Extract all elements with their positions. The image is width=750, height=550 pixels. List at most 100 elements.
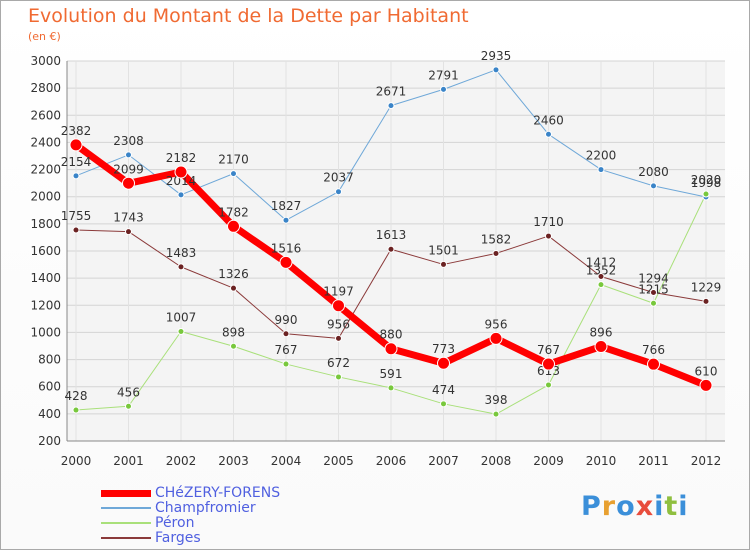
legend-swatch bbox=[101, 489, 151, 497]
data-label: 1582 bbox=[481, 232, 512, 246]
data-label: 898 bbox=[222, 325, 245, 339]
data-label: 2170 bbox=[218, 153, 249, 167]
legend-swatch bbox=[101, 507, 151, 509]
x-tick-label: 2006 bbox=[376, 454, 407, 468]
data-point bbox=[282, 360, 290, 368]
data-point bbox=[72, 406, 80, 414]
legend-swatch bbox=[101, 522, 151, 524]
data-label: 773 bbox=[432, 342, 455, 356]
data-label: 2382 bbox=[61, 124, 92, 138]
logo-letter: i bbox=[678, 491, 689, 522]
data-point bbox=[545, 232, 552, 240]
data-point bbox=[545, 130, 552, 138]
proxiti-logo: Proxiti bbox=[581, 491, 689, 522]
y-tick-label: 1400 bbox=[30, 271, 61, 285]
data-label: 1197 bbox=[323, 285, 354, 299]
data-label: 1755 bbox=[61, 209, 92, 223]
data-point bbox=[174, 165, 188, 179]
data-label: 2154 bbox=[61, 155, 92, 169]
data-label: 591 bbox=[380, 367, 403, 381]
data-point bbox=[230, 284, 237, 292]
data-point bbox=[332, 299, 345, 313]
y-tick-label: 800 bbox=[38, 353, 61, 367]
data-point bbox=[125, 228, 132, 236]
data-point bbox=[72, 226, 80, 234]
data-point bbox=[440, 400, 447, 408]
x-tick-label: 2004 bbox=[271, 454, 302, 468]
data-label: 613 bbox=[537, 364, 560, 378]
legend-label: Péron bbox=[155, 515, 195, 531]
y-tick-label: 400 bbox=[38, 407, 61, 421]
data-point bbox=[387, 384, 395, 392]
data-label: 398 bbox=[485, 393, 508, 407]
y-tick-label: 2200 bbox=[30, 163, 61, 177]
y-tick-label: 1000 bbox=[30, 325, 61, 339]
chart-unit: (en €) bbox=[28, 30, 61, 43]
data-label: 1782 bbox=[218, 205, 249, 219]
y-tick-label: 2800 bbox=[30, 81, 61, 95]
data-point bbox=[387, 102, 395, 110]
data-point bbox=[177, 327, 185, 335]
y-tick-label: 2000 bbox=[30, 190, 61, 204]
data-point bbox=[650, 299, 657, 307]
x-tick-label: 2011 bbox=[638, 454, 669, 468]
data-label: 428 bbox=[65, 389, 88, 403]
data-point bbox=[335, 188, 342, 196]
logo-letter: r bbox=[601, 491, 617, 522]
legend-label: Farges bbox=[155, 530, 201, 546]
data-point bbox=[440, 260, 447, 268]
legend-label: CHéZERY-FORENS bbox=[155, 485, 281, 501]
y-tick-label: 1800 bbox=[30, 217, 61, 231]
data-point bbox=[699, 378, 713, 392]
data-point bbox=[125, 151, 132, 159]
data-label: 1613 bbox=[376, 228, 407, 242]
data-point bbox=[597, 166, 605, 174]
data-label: 956 bbox=[327, 317, 350, 331]
data-label: 1483 bbox=[166, 246, 197, 260]
data-label: 767 bbox=[275, 343, 298, 357]
data-label: 896 bbox=[590, 326, 613, 340]
legend-item-farges: Farges bbox=[101, 530, 201, 546]
data-label: 2037 bbox=[323, 171, 354, 185]
data-point bbox=[650, 182, 657, 190]
data-label: 1516 bbox=[271, 241, 302, 255]
data-label: 1827 bbox=[271, 199, 302, 213]
data-label: 1412 bbox=[586, 256, 617, 270]
data-point bbox=[594, 340, 608, 354]
data-point bbox=[282, 216, 290, 224]
data-label: 2671 bbox=[376, 85, 407, 99]
x-tick-label: 2008 bbox=[481, 454, 512, 468]
x-tick-label: 2007 bbox=[428, 454, 459, 468]
data-point bbox=[384, 342, 398, 356]
data-label: 880 bbox=[380, 328, 403, 342]
data-label: 1501 bbox=[428, 243, 459, 257]
chart-title: Evolution du Montant de la Dette par Hab… bbox=[28, 5, 469, 27]
data-point bbox=[597, 281, 605, 289]
data-point bbox=[69, 138, 83, 152]
x-tick-label: 2010 bbox=[586, 454, 617, 468]
data-point bbox=[492, 66, 500, 74]
logo-letter: o bbox=[616, 491, 636, 522]
data-label: 2460 bbox=[533, 113, 564, 127]
data-point bbox=[279, 255, 293, 269]
data-label: 1998 bbox=[691, 176, 722, 190]
data-label: 672 bbox=[327, 356, 350, 370]
x-tick-label: 2005 bbox=[323, 454, 354, 468]
data-label: 1710 bbox=[533, 215, 564, 229]
data-label: 2182 bbox=[166, 151, 197, 165]
data-label: 2308 bbox=[113, 134, 144, 148]
y-tick-label: 200 bbox=[38, 434, 61, 448]
data-point bbox=[177, 263, 185, 271]
y-tick-label: 1600 bbox=[30, 244, 61, 258]
data-point bbox=[72, 172, 80, 180]
data-label: 1743 bbox=[113, 211, 144, 225]
data-label: 474 bbox=[432, 383, 455, 397]
data-label: 1352 bbox=[586, 264, 617, 278]
data-label: 1326 bbox=[218, 267, 249, 281]
data-point bbox=[437, 356, 450, 370]
y-tick-label: 3000 bbox=[30, 54, 61, 68]
logo-letter: t bbox=[664, 491, 679, 522]
data-point bbox=[282, 330, 290, 338]
